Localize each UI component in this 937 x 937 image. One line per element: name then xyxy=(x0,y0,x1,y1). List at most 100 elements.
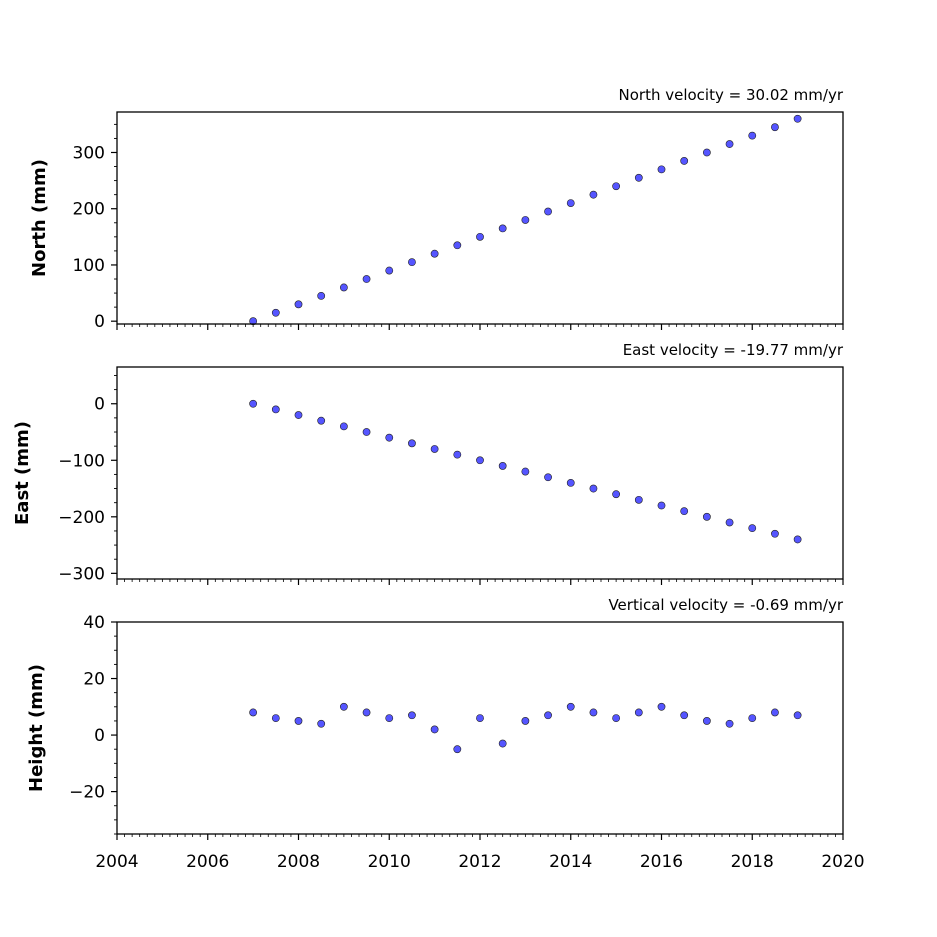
north-plot-frame xyxy=(116,111,844,325)
east-y-ticks: 0 −100 −200 −300 xyxy=(58,375,117,584)
scatter-point xyxy=(476,456,484,465)
height-x-ticks xyxy=(116,834,844,840)
scatter-point xyxy=(339,702,348,711)
y-tick-label: 20 xyxy=(83,670,105,690)
scatter-point xyxy=(771,529,779,538)
scatter-point xyxy=(771,708,779,717)
y-tick-label: −200 xyxy=(58,508,105,528)
x-axis-tick-labels: 2004 2006 2008 2010 2012 2014 2016 2018 2020 xyxy=(95,852,864,872)
y-tick-label: 300 xyxy=(73,143,105,163)
scatter-point xyxy=(725,140,734,148)
scatter-point xyxy=(566,199,575,207)
scatter-point xyxy=(634,495,643,504)
scatter-point xyxy=(249,399,258,408)
scatter-point xyxy=(521,216,530,224)
scatter-point xyxy=(634,708,643,717)
east-scatter-points xyxy=(249,399,802,544)
x-tick-label: 2004 xyxy=(95,852,138,872)
scatter-point xyxy=(385,433,394,442)
scatter-point xyxy=(408,258,416,267)
scatter-point xyxy=(476,232,484,241)
y-tick-label: −100 xyxy=(58,451,105,471)
scatter-point xyxy=(793,535,802,544)
scatter-point xyxy=(793,114,802,123)
scatter-point xyxy=(453,241,462,250)
y-tick-label: 0 xyxy=(94,395,105,415)
height-scatter-points xyxy=(249,702,802,754)
height-y-ticks: 40 20 0 −20 xyxy=(69,613,117,835)
scatter-point xyxy=(657,501,666,510)
north-x-ticks xyxy=(116,324,844,330)
scatter-point xyxy=(294,717,303,725)
east-velocity-title: East velocity = -19.77 mm/yr xyxy=(623,341,844,359)
scatter-point xyxy=(476,714,484,723)
scatter-point xyxy=(339,422,348,431)
east-plot-frame xyxy=(116,366,844,580)
scatter-point xyxy=(317,416,326,425)
scatter-point xyxy=(339,283,348,292)
y-tick-label: 100 xyxy=(73,256,105,276)
scatter-point xyxy=(748,714,757,723)
scatter-point xyxy=(702,717,711,725)
x-tick-label: 2016 xyxy=(640,852,683,872)
east-y-axis-label: East (mm) xyxy=(12,421,33,525)
scatter-point xyxy=(498,224,507,233)
y-tick-label: 200 xyxy=(73,200,105,220)
scatter-point xyxy=(317,719,326,728)
scatter-point xyxy=(271,405,280,414)
scatter-point xyxy=(544,711,552,720)
scatter-point xyxy=(317,291,326,300)
x-tick-label: 2008 xyxy=(277,852,320,872)
scatter-point xyxy=(362,428,371,436)
y-tick-label: −300 xyxy=(58,564,105,584)
scatter-point xyxy=(498,739,507,748)
scatter-point xyxy=(249,317,258,326)
scatter-point xyxy=(453,745,462,754)
north-y-axis-label: North (mm) xyxy=(29,159,50,277)
scatter-point xyxy=(748,131,757,140)
height-panel: Vertical velocity = -0.69 mm/yr Height (… xyxy=(26,596,844,840)
scatter-point xyxy=(271,714,280,723)
scatter-point xyxy=(702,512,711,521)
east-panel: East velocity = -19.77 mm/yr East (mm) 0… xyxy=(12,341,844,585)
scatter-point xyxy=(680,157,689,165)
x-tick-label: 2010 xyxy=(368,852,411,872)
scatter-point xyxy=(793,711,802,720)
scatter-point xyxy=(362,708,371,717)
scatter-point xyxy=(566,478,575,487)
scatter-point xyxy=(612,490,621,499)
scatter-point xyxy=(430,725,439,734)
y-tick-label: 0 xyxy=(94,726,105,746)
scatter-point xyxy=(612,714,621,723)
scatter-point xyxy=(430,445,439,453)
scatter-point xyxy=(725,719,734,728)
scatter-point xyxy=(430,249,439,258)
scatter-point xyxy=(544,207,552,216)
y-tick-label: −20 xyxy=(69,783,105,803)
scatter-point xyxy=(362,275,371,283)
scatter-point xyxy=(566,702,575,711)
scatter-point xyxy=(453,450,462,459)
scatter-point xyxy=(294,411,303,419)
north-scatter-points xyxy=(249,114,802,326)
scatter-point xyxy=(385,266,394,275)
scatter-point xyxy=(589,484,598,493)
scatter-point xyxy=(725,518,734,527)
north-velocity-title: North velocity = 30.02 mm/yr xyxy=(619,86,844,104)
y-tick-label: 0 xyxy=(94,312,105,332)
scatter-point xyxy=(657,165,666,174)
scatter-point xyxy=(408,439,416,448)
scatter-point xyxy=(271,308,280,317)
scatter-point xyxy=(498,462,507,470)
scatter-point xyxy=(521,717,530,725)
scatter-point xyxy=(748,524,757,533)
scatter-point xyxy=(634,173,643,182)
north-panel: North velocity = 30.02 mm/yr North (mm) … xyxy=(29,86,844,332)
scatter-point xyxy=(294,300,303,309)
height-y-axis-label: Height (mm) xyxy=(26,664,47,792)
scatter-point xyxy=(521,467,530,476)
scatter-point xyxy=(589,190,598,199)
scatter-point xyxy=(702,148,711,157)
scatter-point xyxy=(680,711,689,720)
